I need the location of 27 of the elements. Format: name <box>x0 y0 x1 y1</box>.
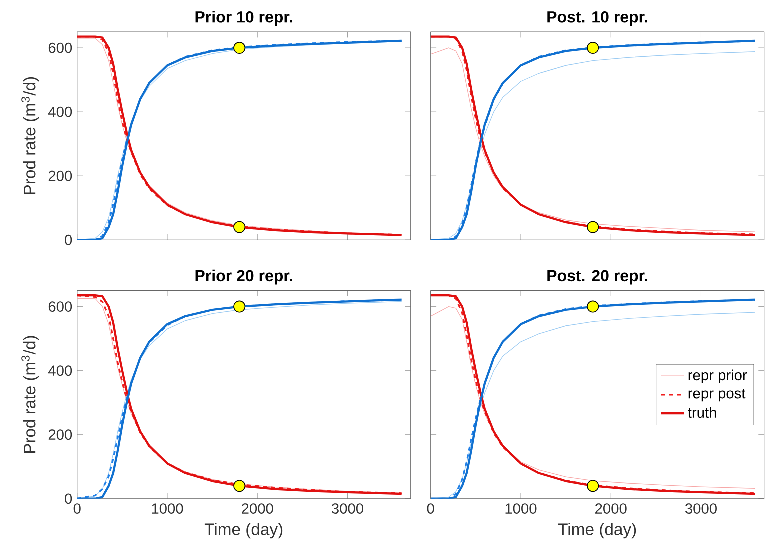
chart-title: Post. 20 repr. <box>548 270 648 285</box>
legend-label: truth <box>688 407 716 418</box>
y-tick-label: 400 <box>48 106 72 118</box>
y-tick-label: 600 <box>48 302 72 312</box>
x-axis-title: Time (day) <box>558 523 636 539</box>
chart-title: Prior 20 repr. <box>196 270 292 285</box>
x-tick-label: 2000 <box>242 504 274 514</box>
x-axis-title: Time (day) <box>204 523 283 539</box>
x-tick-label: 3000 <box>332 504 364 514</box>
chart-title: Prior 10 repr. <box>196 11 292 26</box>
x-tick-label: 0 <box>74 504 81 514</box>
x-tick-label: 1000 <box>506 504 537 514</box>
y-tick-label: 0 <box>65 234 72 246</box>
x-tick-label: 3000 <box>685 504 717 514</box>
legend-label: repr prior <box>688 370 748 384</box>
y-tick-label: 200 <box>48 170 72 182</box>
x-tick-label: 0 <box>427 504 434 514</box>
y-tick-label: 0 <box>65 494 72 504</box>
y-tick-label: 200 <box>48 430 72 440</box>
y-tick-label: 600 <box>48 42 72 54</box>
chart-title: Post. 10 repr. <box>548 12 648 26</box>
y-tick-label: 400 <box>48 366 72 376</box>
x-tick-label: 2000 <box>596 504 627 514</box>
y-axis-title: Prod rate (m$^{3}$/d) <box>22 336 40 454</box>
y-axis-title: Prod rate (m$^{3}$/d) <box>22 78 40 194</box>
legend-label: repr post <box>688 389 746 402</box>
x-tick-label: 1000 <box>152 504 184 514</box>
